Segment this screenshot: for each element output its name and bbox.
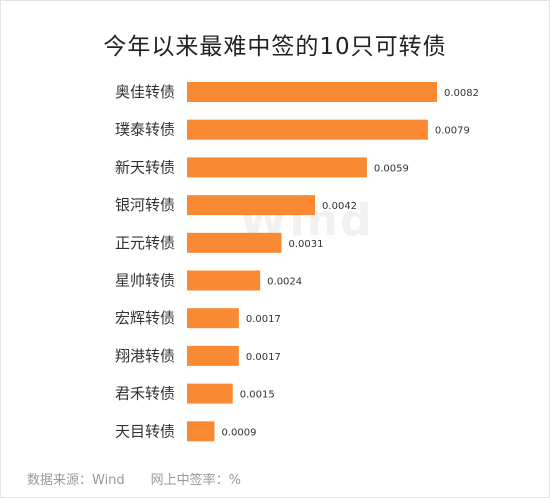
category-label: 银河转债 <box>115 196 175 214</box>
bar <box>187 270 261 291</box>
chart-footer: 数据来源：Wind 网上中签率：% <box>27 469 241 488</box>
value-label: 0.0082 <box>444 88 479 99</box>
bar <box>187 308 239 329</box>
chart-title: 今年以来最难中签的10只可转债 <box>103 34 447 60</box>
bar <box>187 157 367 178</box>
category-label: 新天转债 <box>115 158 175 176</box>
value-label: 0.0009 <box>221 427 256 438</box>
value-label: 0.0031 <box>289 239 324 250</box>
bar <box>187 232 282 253</box>
category-label: 正元转债 <box>115 234 175 252</box>
category-label: 奥佳转债 <box>115 83 175 101</box>
value-label: 0.0017 <box>246 314 281 325</box>
category-label: 翔港转债 <box>115 347 175 365</box>
bar <box>187 383 233 404</box>
value-label: 0.0024 <box>267 277 302 288</box>
bar <box>187 82 437 102</box>
source-note: 数据来源：Wind <box>27 473 125 488</box>
bar <box>187 119 428 140</box>
bar <box>187 345 239 366</box>
bar <box>187 421 215 442</box>
value-label: 0.0079 <box>435 126 470 137</box>
unit-note: 网上中签率：% <box>150 473 242 488</box>
category-label: 天目转债 <box>115 422 175 440</box>
category-label: 宏辉转债 <box>115 309 175 327</box>
category-label: 星帅转债 <box>115 272 175 290</box>
value-label: 0.0015 <box>240 390 275 401</box>
category-label: 君禾转债 <box>115 385 175 403</box>
value-label: 0.0042 <box>322 201 357 212</box>
value-label: 0.0059 <box>374 163 409 174</box>
category-label: 璞泰转债 <box>115 121 175 139</box>
value-label: 0.0017 <box>246 352 281 363</box>
bar <box>187 195 316 216</box>
